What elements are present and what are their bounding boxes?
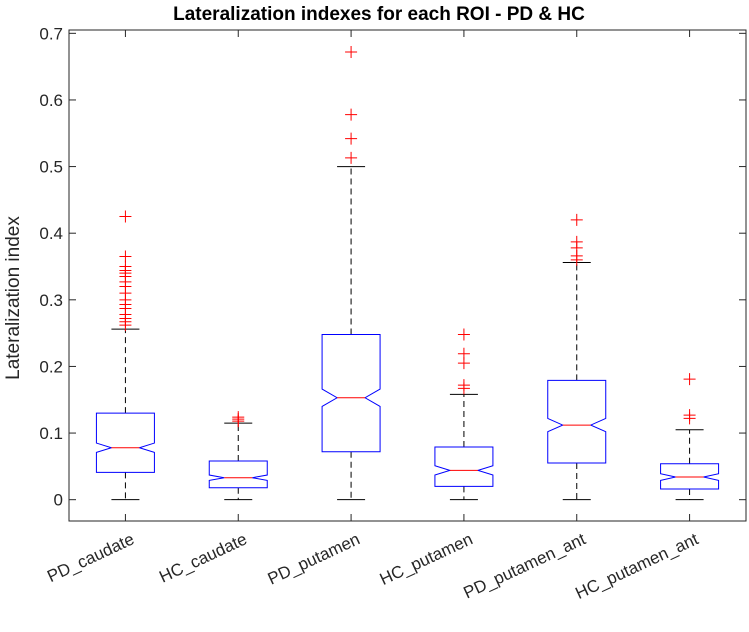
y-tick-label: 0.4 xyxy=(39,224,63,243)
x-tick-label: HC_caudate xyxy=(156,529,250,586)
outlier-point xyxy=(345,132,358,145)
y-axis-label: Lateralization index xyxy=(3,216,24,380)
outlier-point xyxy=(683,373,696,386)
outlier-point xyxy=(119,210,132,223)
axes-frame xyxy=(68,29,747,522)
outlier-point xyxy=(119,250,132,263)
box xyxy=(95,412,155,473)
plot-area: 0 0.1 0.2 0.3 0.4 0.5 0.6 0.7 PD_caudate HC_cauda… xyxy=(39,24,747,603)
y-tick-label: 0 xyxy=(54,491,63,510)
box xyxy=(208,460,268,489)
outlier-point xyxy=(457,347,470,360)
outlier-point xyxy=(232,411,245,424)
box xyxy=(321,333,381,453)
chart-title: Lateralization indexes for each ROI - PD… xyxy=(173,4,585,25)
box xyxy=(434,446,494,487)
y-tick-label: 0.1 xyxy=(39,424,63,443)
box xyxy=(660,463,720,490)
x-tick-label: HC_putamen_ant xyxy=(572,529,701,603)
x-tick-label: HC_putamen xyxy=(377,529,476,589)
outlier-point xyxy=(345,108,358,121)
outlier-point xyxy=(683,409,696,422)
outlier-point xyxy=(345,45,358,58)
outlier-point xyxy=(570,235,583,248)
outlier-point xyxy=(457,379,470,392)
outlier-point xyxy=(345,151,358,164)
y-tick-label: 0.2 xyxy=(39,357,63,376)
outlier-point xyxy=(570,213,583,226)
outlier-point xyxy=(457,328,470,341)
x-tick-label: PD_caudate xyxy=(44,529,137,586)
box xyxy=(547,379,607,464)
x-tick-label: PD_putamen_ant xyxy=(460,529,588,602)
y-tick-label: 0.5 xyxy=(39,158,63,177)
x-tick-label: PD_putamen xyxy=(265,529,363,588)
y-tick-label: 0.6 xyxy=(39,91,63,110)
y-tick-label: 0.7 xyxy=(39,24,63,43)
y-tick-label: 0.3 xyxy=(39,291,63,310)
